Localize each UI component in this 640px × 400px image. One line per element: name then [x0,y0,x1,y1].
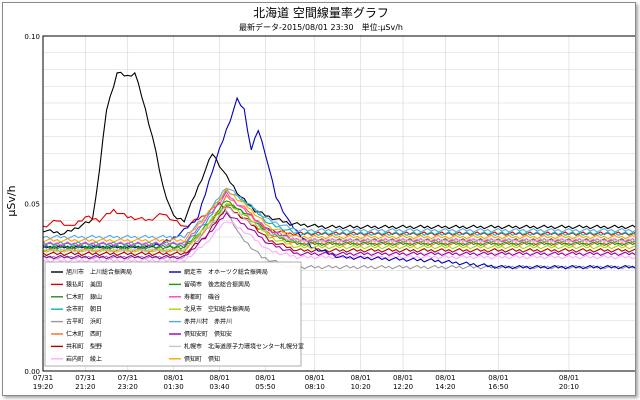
x-tick-time: 21:20 [75,383,95,391]
legend-label: 寿都町 磯谷 [184,293,220,301]
legend-label: 倶知安町 倶知安 [184,330,232,338]
x-tick-time: 16:50 [488,383,508,391]
legend-label: 留萌市 後志総合振興局 [184,280,250,288]
legend-label: 赤井川村 赤井川 [184,318,232,326]
x-tick-date: 08/01 [209,374,229,382]
x-tick-date: 07/31 [118,374,138,382]
legend-label: 共和町 梨野 [66,342,102,350]
x-tick-time: 05:50 [255,383,275,391]
y-tick-label: 0.10 [24,33,40,41]
series-line [42,221,635,263]
chart-subtitle: 最新データ-2015/08/01 23:30 単位:μSv/h [239,22,403,32]
plot-border [42,35,635,372]
series-line [42,211,635,260]
x-tick-time: 10:20 [351,383,371,391]
x-tick-time: 19:20 [33,383,53,391]
series-line [42,210,635,270]
legend-box [44,261,302,367]
legend-label: 仁木町 銀山 [66,293,102,301]
series-line [42,206,635,257]
series-line [42,201,635,236]
x-tick-time: 01:30 [164,383,184,391]
series-line [42,187,635,243]
x-tick-time: 12:20 [393,383,413,391]
legend-label: 倶知町 倶知 [184,355,220,363]
legend-label: 旭川市 上川総合振興局 [66,268,132,276]
legend-label: 猿払町 美国 [66,280,102,288]
y-ticks: 0.00 0.05 0.10 [24,33,40,376]
x-tick-time: 14:20 [435,383,455,391]
legend-label: 網走市 オホーツク総合振興局 [184,268,268,276]
x-tick-date: 08/01 [435,374,455,382]
x-tick-time: 08:10 [305,383,325,391]
series-line [42,200,635,250]
y-axis-label: μSv/h [5,185,18,216]
series-line [42,194,635,253]
radiation-chart: 北海道 空間線量率グラフ 最新データ-2015/08/01 23:30 単位:μ… [5,5,635,391]
series-lines [42,71,635,270]
y-tick-label: 0.05 [24,201,40,209]
legend-label: 余市町 朝日 [66,305,102,313]
legend-label: 岩内町 綾上 [66,355,102,363]
x-tick-date: 08/01 [559,374,579,382]
x-ticks: 07/3119:2007/3121:2007/3123:2008/0101:30… [33,374,579,391]
series-line [42,187,635,240]
x-tick-date: 07/31 [75,374,95,382]
x-tick-date: 08/01 [351,374,371,382]
series-line [42,190,635,247]
x-tick-date: 08/01 [305,374,325,382]
chart-title: 北海道 空間線量率グラフ [253,5,389,20]
legend-label: 札幌市 北海道原子力環境センター札幌分室 [184,342,304,350]
x-tick-time: 20:10 [559,383,579,391]
x-tick-date: 08/01 [255,374,275,382]
y-tick-label: 0.00 [24,368,40,376]
x-tick-date: 08/01 [164,374,184,382]
series-line [42,188,635,247]
legend-label: 仁木町 西町 [66,330,102,338]
x-tick-time: 03:40 [209,383,229,391]
series-line [42,204,635,250]
x-tick-date: 07/31 [33,374,53,382]
legend-label: 古平町 浜町 [66,318,102,326]
series-line [42,71,635,236]
series-line [42,207,635,253]
x-tick-time: 23:20 [118,383,138,391]
series-line [42,202,635,253]
x-tick-date: 08/01 [488,374,508,382]
legend-label: 北見市 空知総合振興局 [184,305,250,313]
chart-frame: 北海道 空間線量率グラフ 最新データ-2015/08/01 23:30 単位:μ… [2,2,636,396]
x-tick-date: 08/01 [393,374,413,382]
